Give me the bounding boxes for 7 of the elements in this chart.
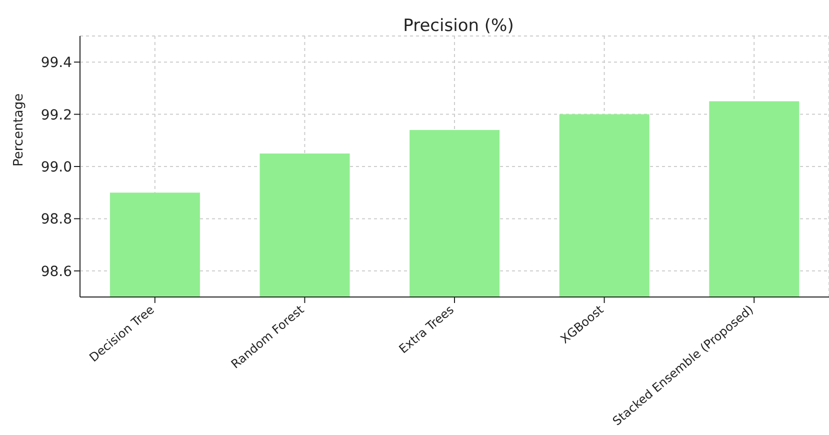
y-axis-title: Percentage [12, 93, 27, 166]
y-tick-label: 99.0 [40, 159, 72, 176]
y-tick-label: 98.6 [40, 264, 72, 280]
chart-title: Precision (%) [402, 16, 515, 36]
y-tick-label: 98.8 [40, 212, 72, 228]
y-tick-label: 99.4 [40, 55, 72, 72]
y-tick-label: 99.2 [40, 107, 72, 124]
